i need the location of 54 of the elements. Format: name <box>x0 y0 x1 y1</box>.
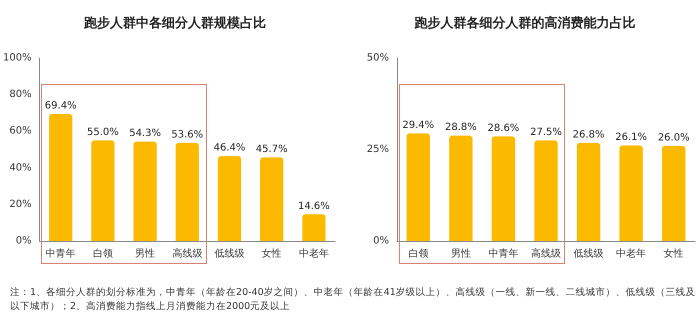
y-tick-label: 20% <box>9 198 32 210</box>
x-tick-label: 高线级 <box>531 248 561 260</box>
x-tick-label: 白领 <box>408 248 428 260</box>
y-tick-label: 50% <box>366 52 389 64</box>
data-label: 28.8% <box>444 122 477 134</box>
y-tick-label: 60% <box>9 126 32 137</box>
bar <box>260 157 284 241</box>
x-tick-label: 中老年 <box>616 248 646 260</box>
data-label: 26.1% <box>615 132 648 143</box>
y-tick-label: 25% <box>366 144 389 155</box>
x-tick-label: 男性 <box>135 248 156 260</box>
bar <box>619 145 643 241</box>
x-tick-label: 低线级 <box>214 248 244 260</box>
bar <box>492 136 516 241</box>
bar <box>534 140 558 241</box>
chart-title: 跑步人群各细分人群的高消费能力占比 <box>414 15 636 31</box>
text: 注：1、各细分人群的划分标准为，中青年（年龄在20-40岁之间）、中老年（年龄在41岁级以上）、高线级（一线、新一线、二线城市）、低线级（三线及以下城市）；2、高消费能力指线上月消费能力在2000元及以上 <box>10 286 697 314</box>
bar <box>133 142 157 241</box>
data-label: 54.3% <box>129 128 161 140</box>
x-tick-label: 女性 <box>262 248 282 260</box>
y-tick-label: 100% <box>2 52 32 64</box>
y-tick-label: 0% <box>16 236 32 246</box>
bar <box>576 142 600 241</box>
x-tick-label: 低线级 <box>574 248 604 260</box>
x-tick-label: 白领 <box>92 248 113 260</box>
x-tick-label: 高线级 <box>172 248 202 260</box>
data-label: 26.0% <box>658 132 690 144</box>
data-label: 69.4% <box>44 100 77 112</box>
chart-title: 跑步人群中各细分人群规模占比 <box>83 16 266 31</box>
x-tick-label: 男性 <box>450 248 471 260</box>
bar <box>662 146 686 241</box>
y-tick-label: 0% <box>373 236 389 246</box>
y-tick-label: 40% <box>9 162 32 174</box>
data-label: 46.4% <box>214 142 246 154</box>
data-label: 53.6% <box>171 129 204 140</box>
bar <box>449 136 473 241</box>
bar <box>218 156 242 241</box>
x-tick-label: 中青年 <box>488 248 518 260</box>
data-label: 27.5% <box>530 126 562 138</box>
bar <box>91 140 114 241</box>
bar <box>49 114 72 241</box>
data-label: 14.6% <box>298 200 330 212</box>
x-tick-label: 中青年 <box>46 248 76 260</box>
y-tick-label: 80% <box>9 89 32 100</box>
bar <box>176 142 199 241</box>
data-label: 28.6% <box>488 122 520 134</box>
x-tick-label: 女性 <box>664 248 684 260</box>
data-label: 29.4% <box>402 120 434 131</box>
x-tick-label: 中老年 <box>298 248 329 260</box>
bar <box>406 133 430 241</box>
bar <box>302 214 326 241</box>
data-label: 45.7% <box>256 144 288 155</box>
data-label: 55.0% <box>87 126 119 138</box>
data-label: 26.8% <box>572 129 604 140</box>
